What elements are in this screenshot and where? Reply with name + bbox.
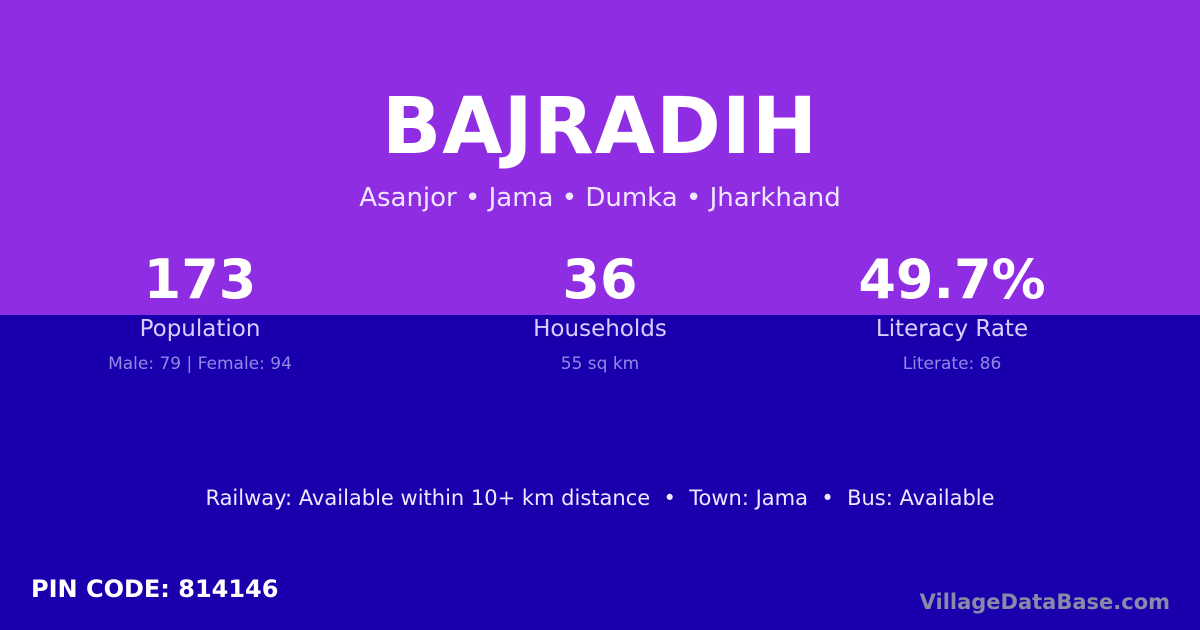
brand-logo: VillageDataBase.com <box>919 590 1170 614</box>
amenities-line: Railway: Available within 10+ km distanc… <box>205 486 995 510</box>
stat-value: 49.7% <box>858 248 1046 311</box>
stat-value: 173 <box>143 248 257 311</box>
stat-label: Households <box>533 316 667 342</box>
location-breadcrumb: Asanjor • Jama • Dumka • Jharkhand <box>359 183 841 213</box>
stat-literacy: 49.7% Literacy Rate Literate: 86 <box>752 248 1152 374</box>
stat-population: 173 Population Male: 79 | Female: 94 <box>0 248 400 374</box>
stat-value: 36 <box>562 248 638 311</box>
pin-code: PIN CODE: 814146 <box>31 575 279 603</box>
header-band <box>0 0 1200 315</box>
stat-detail: 55 sq km <box>560 354 640 374</box>
stat-detail: Literate: 86 <box>902 354 1002 374</box>
stat-label: Population <box>139 316 261 342</box>
stat-households: 36 Households 55 sq km <box>400 248 800 374</box>
village-title: BAJRADIH <box>381 82 819 172</box>
stat-detail: Male: 79 | Female: 94 <box>108 354 292 374</box>
stat-label: Literacy Rate <box>875 316 1029 342</box>
